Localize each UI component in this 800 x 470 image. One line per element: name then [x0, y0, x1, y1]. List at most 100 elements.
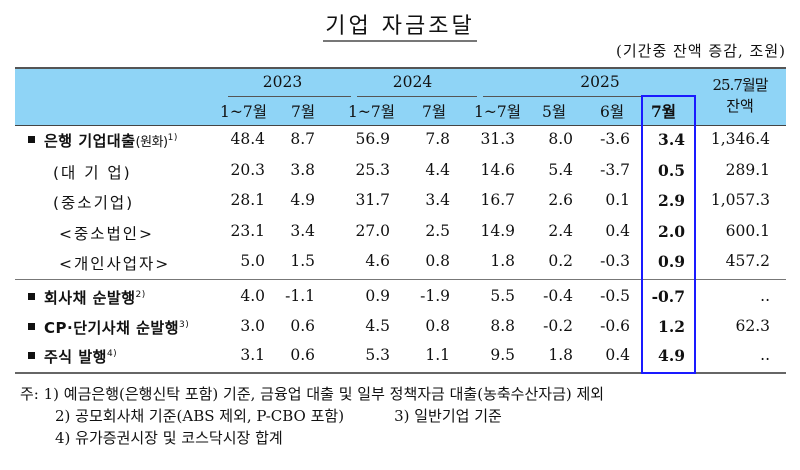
value-cell: 4.5 [365, 317, 390, 335]
row-label: 회사채 순발행2) [28, 287, 146, 308]
value-cell: 0.4 [605, 222, 630, 240]
value-cell: 0.2 [548, 252, 573, 270]
value-cell: 16.7 [480, 191, 515, 209]
value-cell: -3.6 [600, 130, 630, 148]
row-label: (대 기 업) [53, 164, 132, 182]
value-cell: 3.1 [240, 346, 265, 364]
footnote-marker: 4) [106, 349, 118, 359]
value-cell: 3.8 [290, 161, 315, 179]
footnote-3: 3) 일반기업 기준 [394, 407, 502, 425]
value-cell: 2.4 [548, 222, 573, 240]
value-cell: 9.5 [490, 346, 515, 364]
value-cell: 0.8 [425, 317, 450, 335]
square-bullet-icon [28, 352, 35, 359]
row-label: (중소기업) [53, 194, 135, 212]
square-bullet-icon [28, 323, 35, 330]
footnote-1: 1) 예금은행(은행신탁 포함) 기준, 금융업 대출 및 일부 정책자금 대출… [43, 385, 605, 403]
value-cell: 0.6 [290, 317, 315, 335]
value-cell: -0.4 [543, 287, 573, 305]
value-cell: 8.0 [548, 130, 573, 148]
value-cell: -0.6 [600, 317, 630, 335]
value-cell: 600.1 [725, 222, 770, 240]
value-cell: -1.1 [285, 287, 315, 305]
footnote-marker: 2) [135, 290, 146, 300]
col-balance: 25.7월말 잔액 [712, 76, 769, 115]
value-cell: 1,346.4 [710, 130, 770, 148]
value-cell: 25.3 [355, 161, 390, 179]
page-title: 기업 자금조달 [0, 8, 800, 42]
table-row: 회사채 순발행2) 4.0 -1.1 0.9 -1.9 5.5 -0.4 -0.5 -0.7.. [15, 282, 786, 312]
value-cell: 8.8 [490, 317, 515, 335]
value-cell: 28.1 [230, 191, 265, 209]
value-cell: 7.8 [425, 130, 450, 148]
value-cell: 0.9 [658, 252, 685, 271]
section-divider [15, 279, 786, 280]
value-cell: 289.1 [725, 161, 770, 179]
table-row: <개인사업자> 5.0 1.5 4.6 0.8 1.8 0.2 -0.3 0.9 457.2 [15, 247, 786, 277]
value-cell: 23.1 [230, 222, 265, 240]
col-2024-jan-jul: 1~7월 [348, 103, 395, 121]
value-cell: 1.8 [490, 252, 515, 270]
unit-note: (기간중 잔액 증감, 조원) [616, 42, 786, 60]
value-cell: 8.7 [290, 130, 315, 148]
value-cell: 4.0 [240, 287, 265, 305]
table-row: (중소기업) 28.1 4.9 31.7 3.4 16.7 2.6 0.1 2.9 1,057.3 [15, 186, 786, 216]
value-cell: .. [760, 287, 770, 305]
year-2024: 2024 [392, 73, 433, 91]
square-bullet-icon [28, 136, 35, 143]
value-cell: 1.2 [658, 317, 685, 336]
value-cell: 0.9 [365, 287, 390, 305]
value-cell: 0.5 [658, 161, 685, 180]
footnote-2: 2) 공모회사채 기준(ABS 제외, P-CBO 포함) [55, 407, 345, 425]
col-2024-jul: 7월 [422, 103, 447, 121]
footnotes: 주: 1) 예금은행(은행신탁 포함) 기준, 금융업 대출 및 일부 정책자금… [20, 385, 605, 447]
current-month-highlight [641, 95, 696, 374]
square-bullet-icon [28, 293, 35, 300]
year-2025-rule [483, 96, 696, 97]
value-cell: -0.7 [651, 287, 685, 306]
value-cell: 1.8 [548, 346, 573, 364]
value-cell: 1.5 [290, 252, 315, 270]
col-2025-jul: 7월 [651, 102, 677, 121]
value-cell: 14.9 [480, 222, 515, 240]
value-cell: 3.4 [290, 222, 315, 240]
row-label: <중소법인> [59, 225, 155, 243]
value-cell: 4.4 [425, 161, 450, 179]
value-cell: 0.4 [605, 346, 630, 364]
value-cell: .. [760, 346, 770, 364]
col-2023-jan-jul: 1~7월 [220, 103, 267, 121]
footnote-marker: 1) [167, 133, 178, 143]
value-cell: 2.5 [425, 222, 450, 240]
table-row: (대 기 업) 20.3 3.8 25.3 4.4 14.6 5.4 -3.7 0.5 289.1 [15, 156, 786, 186]
year-2024-rule [357, 96, 477, 97]
value-cell: 56.9 [355, 130, 390, 148]
value-cell: -1.9 [420, 287, 450, 305]
value-cell: 1,057.3 [710, 191, 770, 209]
value-cell: 3.4 [658, 130, 685, 149]
value-cell: 20.3 [230, 161, 265, 179]
value-cell: -0.5 [600, 287, 630, 305]
year-2025: 2025 [580, 73, 620, 91]
row-label: <개인사업자> [59, 255, 171, 273]
value-cell: 4.9 [658, 346, 685, 365]
footnote-4: 4) 유가증권시장 및 코스닥시장 합계 [55, 429, 283, 447]
value-cell: 4.9 [290, 191, 315, 209]
col-2023-jul: 7월 [291, 103, 316, 121]
value-cell: 2.6 [548, 191, 573, 209]
value-cell: 14.6 [480, 161, 515, 179]
value-cell: 31.7 [355, 191, 390, 209]
value-cell: 457.2 [725, 252, 770, 270]
value-cell: 0.8 [425, 252, 450, 270]
value-cell: 4.6 [365, 252, 390, 270]
value-cell: 48.4 [230, 130, 265, 148]
value-cell: -3.7 [600, 161, 630, 179]
col-2025-jun: 6월 [600, 103, 625, 121]
footnote-marker: 3) [179, 320, 190, 330]
row-label: 주식 발행4) [28, 346, 117, 367]
table-row: CP·단기사채 순발행3) 3.0 0.6 4.5 0.8 8.8 -0.2 -0.6 1.2 6… [15, 312, 786, 342]
value-cell: -0.2 [543, 317, 573, 335]
value-cell: 2.0 [658, 222, 685, 241]
value-cell: 0.6 [290, 346, 315, 364]
row-label: 은행 기업대출(원화)1) [28, 130, 178, 151]
col-2025-may: 5월 [542, 103, 567, 121]
